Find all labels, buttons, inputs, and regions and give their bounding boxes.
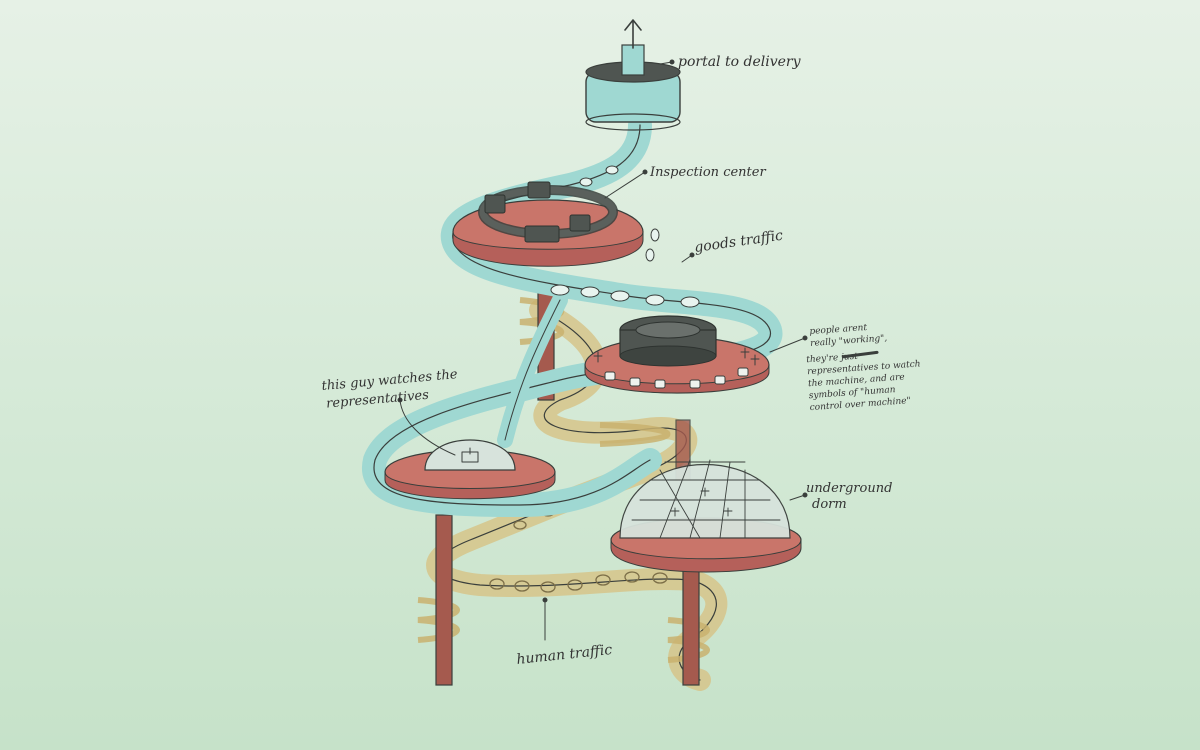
pillar-left [435,514,453,686]
label-people-note: people arent really "working", they're j… [806,323,921,413]
goods-traffic-tube [362,113,783,518]
note-line: people arent [809,323,868,337]
portal-to-delivery [585,19,681,131]
inspection-center [452,181,644,267]
pillar-right [682,564,700,686]
label-inspection: Inspection center [649,165,766,180]
leader-lines [397,59,808,641]
label-human-traffic: human traffic [516,642,613,668]
up-arrow-icon [624,19,642,49]
watcher-platform [384,439,556,500]
note-line: dorm [812,497,847,512]
label-portal: portal to delivery [678,54,802,70]
label-goods: goods traffic [693,228,784,256]
underground-dorm [610,459,802,573]
note-line: underground [806,481,892,496]
label-dorm: underground dorm [806,481,892,512]
machine-platform [584,315,770,394]
note-line: this guy watches the [321,367,458,394]
